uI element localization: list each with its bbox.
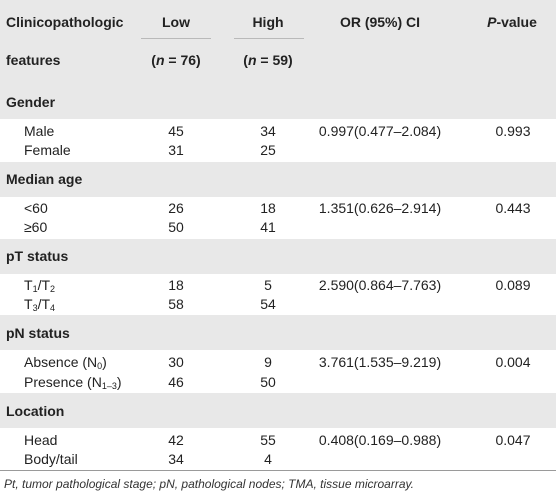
group-title: pN status — [6, 325, 70, 341]
cell-low: 18 — [168, 277, 184, 293]
header-features-line2: features — [6, 52, 61, 68]
group-title: Location — [6, 403, 65, 419]
group-title: Gender — [6, 94, 56, 110]
group-band-location — [0, 393, 556, 428]
cell-or: 0.997(0.477–2.084) — [318, 123, 442, 139]
header-features-line1: Clinicopathologic — [6, 14, 124, 30]
group-band-median-age — [0, 162, 556, 197]
cell-high: 34 — [260, 123, 276, 139]
row-label: Head — [24, 432, 58, 448]
group-title: pT status — [6, 248, 69, 264]
cell-low: 45 — [168, 123, 184, 139]
cell-low: 42 — [168, 432, 184, 448]
header-band — [0, 0, 556, 84]
header-low: Low — [162, 14, 190, 30]
group-title: Median age — [6, 171, 83, 187]
cell-low: 46 — [168, 374, 184, 390]
cell-low: 30 — [168, 354, 184, 370]
group-band-gender — [0, 84, 556, 119]
cell-or: 0.408(0.169–0.988) — [318, 432, 442, 448]
cell-low: 50 — [168, 219, 184, 235]
cell-high: 5 — [264, 277, 272, 293]
table-footnote: Pt, tumor pathological stage; pN, pathol… — [4, 477, 414, 491]
cell-high: 54 — [260, 296, 276, 312]
row-label: ≥60 — [24, 219, 48, 235]
cell-or: 1.351(0.626–2.914) — [318, 200, 442, 216]
cell-p: 0.004 — [495, 354, 531, 370]
row-label: <60 — [24, 200, 48, 216]
cell-p: 0.443 — [495, 200, 531, 216]
header-high-underline — [234, 38, 304, 39]
row-label: Male — [24, 123, 55, 139]
cell-or: 2.590(0.864–7.763) — [318, 277, 442, 293]
cell-or: 3.761(1.535–9.219) — [318, 354, 442, 370]
cell-high: 41 — [260, 219, 276, 235]
row-label: T1/T2 — [24, 277, 56, 294]
header-high: High — [252, 14, 284, 30]
cell-p: 0.089 — [495, 277, 531, 293]
cell-low: 31 — [168, 142, 184, 158]
cell-high: 55 — [260, 432, 276, 448]
header-low-underline — [141, 38, 211, 39]
cell-high: 25 — [260, 142, 276, 158]
cell-high: 18 — [260, 200, 276, 216]
cell-low: 34 — [168, 451, 184, 467]
row-label: Presence (N1–3) — [24, 374, 122, 391]
group-band-pn-status — [0, 315, 556, 350]
cell-high: 4 — [264, 451, 272, 467]
group-band-pt-status — [0, 239, 556, 274]
cell-low: 26 — [168, 200, 184, 216]
row-label: Body/tail — [24, 451, 78, 467]
cell-high: 9 — [264, 354, 272, 370]
table-bottom-rule — [0, 470, 556, 471]
cell-low: 58 — [168, 296, 184, 312]
header-p-value: P-value — [487, 14, 537, 30]
header-high-n: (n = 59) — [243, 52, 293, 68]
row-label: Absence (N0) — [24, 354, 107, 371]
row-label: T3/T4 — [24, 296, 56, 313]
cell-p: 0.047 — [495, 432, 531, 448]
cell-p: 0.993 — [495, 123, 531, 139]
cell-high: 50 — [260, 374, 276, 390]
header-low-n: (n = 76) — [151, 52, 201, 68]
row-label: Female — [24, 142, 71, 158]
header-or-ci: OR (95%) CI — [339, 14, 421, 30]
